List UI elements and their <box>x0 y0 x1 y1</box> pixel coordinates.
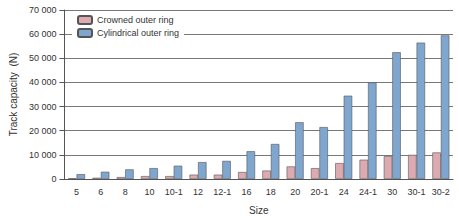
svg-text:30 000: 30 000 <box>29 102 57 112</box>
svg-text:16: 16 <box>242 187 252 197</box>
svg-text:Cylindrical outer ring: Cylindrical outer ring <box>97 28 179 38</box>
svg-text:12: 12 <box>193 187 203 197</box>
svg-text:30: 30 <box>387 187 397 197</box>
svg-text:50 000: 50 000 <box>29 53 57 63</box>
svg-text:Track capacity (N): Track capacity (N) <box>8 53 19 137</box>
svg-text:70 000: 70 000 <box>29 5 57 15</box>
svg-text:6: 6 <box>98 187 103 197</box>
svg-text:Crowned outer ring: Crowned outer ring <box>97 15 174 25</box>
svg-text:18: 18 <box>266 187 276 197</box>
svg-text:30-1: 30-1 <box>408 187 426 197</box>
svg-text:Size: Size <box>249 205 269 216</box>
svg-text:10 000: 10 000 <box>29 150 57 160</box>
svg-text:20 000: 20 000 <box>29 126 57 136</box>
svg-text:12-1: 12-1 <box>213 187 231 197</box>
svg-text:30-2: 30-2 <box>432 187 450 197</box>
svg-text:20: 20 <box>290 187 300 197</box>
svg-text:20-1: 20-1 <box>310 187 328 197</box>
svg-text:60 000: 60 000 <box>29 29 57 39</box>
svg-text:8: 8 <box>123 187 128 197</box>
svg-text:24: 24 <box>339 187 349 197</box>
svg-text:5: 5 <box>74 187 79 197</box>
svg-text:10-1: 10-1 <box>165 187 183 197</box>
svg-text:0: 0 <box>51 174 56 184</box>
svg-text:40 000: 40 000 <box>29 77 57 87</box>
svg-text:10: 10 <box>144 187 154 197</box>
svg-text:24-1: 24-1 <box>359 187 377 197</box>
